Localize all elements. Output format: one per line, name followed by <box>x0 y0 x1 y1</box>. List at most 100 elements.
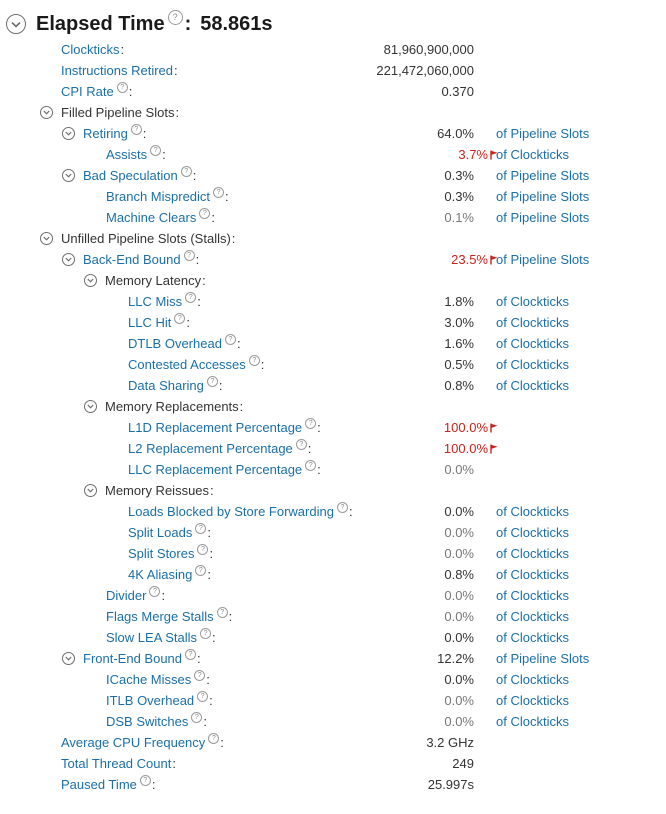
metric-link[interactable]: DTLB Overhead <box>128 336 222 351</box>
metric-link[interactable]: Slow LEA Stalls <box>106 630 198 645</box>
metric-unit-link[interactable]: of Pipeline Slots <box>496 252 590 267</box>
metric-link[interactable]: Contested Accesses <box>128 357 246 372</box>
help-icon[interactable]: ? <box>305 417 317 429</box>
expand-toggle-icon[interactable] <box>62 253 75 266</box>
help-icon[interactable]: ? <box>174 312 186 324</box>
metric-link[interactable]: 4K Aliasing <box>128 567 193 582</box>
help-icon[interactable]: ? <box>248 354 260 366</box>
help-icon[interactable]: ? <box>116 81 128 93</box>
metric-link[interactable]: Total Thread Count <box>61 756 172 771</box>
metric-value: 0.0% <box>444 693 474 708</box>
metric-unit-link[interactable]: of Clockticks <box>496 714 569 729</box>
metric-unit-link[interactable]: of Clockticks <box>496 588 569 603</box>
metric-unit-link[interactable]: of Clockticks <box>496 609 569 624</box>
metric-unit-link[interactable]: of Clockticks <box>496 693 569 708</box>
metric-link[interactable]: Assists <box>106 147 148 162</box>
metric-link[interactable]: Clockticks <box>61 42 120 57</box>
help-icon[interactable]: ? <box>195 522 207 534</box>
expand-toggle-icon[interactable] <box>62 169 75 182</box>
metric-link[interactable]: ITLB Overhead <box>106 693 195 708</box>
help-icon[interactable]: ? <box>185 291 197 303</box>
help-icon[interactable]: ? <box>216 606 228 618</box>
elapsed-time-value: 58.861s <box>200 12 273 35</box>
metric-unit-link[interactable]: of Pipeline Slots <box>496 651 590 666</box>
help-icon[interactable]: ? <box>197 543 209 555</box>
help-icon[interactable]: ? <box>150 144 162 156</box>
help-icon[interactable]: ? <box>191 711 203 723</box>
metric-row-memory-reissues: Memory Reissues: <box>0 480 666 501</box>
help-icon[interactable]: ? <box>200 627 212 639</box>
metric-link[interactable]: Bad Speculation <box>83 168 178 183</box>
metric-link[interactable]: Loads Blocked by Store Forwarding <box>128 504 334 519</box>
metric-link[interactable]: Average CPU Frequency <box>61 735 206 750</box>
metric-unit-link[interactable]: of Clockticks <box>496 504 569 519</box>
metric-link[interactable]: Split Stores <box>128 546 195 561</box>
metric-unit-link[interactable]: of Clockticks <box>496 315 569 330</box>
help-icon[interactable]: ? <box>130 123 142 135</box>
metric-link[interactable]: Retiring <box>83 126 128 141</box>
metric-unit-link[interactable]: of Pipeline Slots <box>496 189 590 204</box>
metric-link[interactable]: ICache Misses <box>106 672 192 687</box>
metric-row-cpi-rate: CPI Rate?: 0.370 <box>0 81 666 102</box>
metric-link[interactable]: Split Loads <box>128 525 193 540</box>
help-icon[interactable]: ? <box>180 165 192 177</box>
metric-link[interactable]: Back-End Bound <box>83 252 181 267</box>
metric-unit-link[interactable]: of Clockticks <box>496 630 569 645</box>
help-icon[interactable]: ? <box>295 438 307 450</box>
metric-unit-link[interactable]: of Clockticks <box>496 567 569 582</box>
help-icon[interactable]: ? <box>195 564 207 576</box>
help-icon[interactable]: ? <box>199 207 211 219</box>
help-icon[interactable]: ? <box>149 585 161 597</box>
help-icon[interactable]: ? <box>183 249 195 261</box>
expand-toggle-icon[interactable] <box>84 400 97 413</box>
metric-link[interactable]: Flags Merge Stalls <box>106 609 214 624</box>
label-colon: : <box>172 756 176 771</box>
metric-unit-link[interactable]: of Clockticks <box>496 546 569 561</box>
help-icon[interactable]: ? <box>206 375 218 387</box>
metric-link[interactable]: LLC Hit <box>128 315 172 330</box>
metric-link[interactable]: Machine Clears <box>106 210 197 225</box>
help-icon[interactable]: ? <box>194 669 206 681</box>
metric-link[interactable]: Instructions Retired <box>61 63 173 78</box>
metric-unit-link[interactable]: of Clockticks <box>496 294 569 309</box>
metric-unit-link[interactable]: of Pipeline Slots <box>496 168 590 183</box>
expand-toggle-icon[interactable] <box>62 127 75 140</box>
metric-link[interactable]: LLC Replacement Percentage <box>128 462 303 477</box>
expand-toggle-icon[interactable] <box>84 274 97 287</box>
metric-link[interactable]: LLC Miss <box>128 294 183 309</box>
metric-label: DSB Switches?: <box>106 711 207 732</box>
metric-unit-link[interactable]: of Clockticks <box>496 336 569 351</box>
expand-toggle-icon[interactable] <box>84 484 97 497</box>
metric-link[interactable]: CPI Rate <box>61 84 114 99</box>
collapse-toggle-icon[interactable] <box>6 14 26 34</box>
help-icon[interactable]: ? <box>185 648 197 660</box>
metric-link[interactable]: L2 Replacement Percentage <box>128 441 293 456</box>
metric-link[interactable]: Front-End Bound <box>83 651 183 666</box>
expand-toggle-icon[interactable] <box>62 652 75 665</box>
metric-unit-link[interactable]: of Pipeline Slots <box>496 210 590 225</box>
metric-link[interactable]: Paused Time <box>61 777 137 792</box>
help-icon[interactable]: ? <box>305 459 317 471</box>
metric-link[interactable]: Data Sharing <box>128 378 204 393</box>
expand-toggle-icon[interactable] <box>40 232 53 245</box>
metric-link[interactable]: Branch Mispredict <box>106 189 211 204</box>
metric-unit-link[interactable]: of Pipeline Slots <box>496 126 590 141</box>
metric-unit-link[interactable]: of Clockticks <box>496 378 569 393</box>
metric-link[interactable]: DSB Switches <box>106 714 189 729</box>
help-icon[interactable]: ? <box>336 501 348 513</box>
metric-unit-link[interactable]: of Clockticks <box>496 147 569 162</box>
help-icon[interactable]: ? <box>167 10 183 25</box>
help-icon[interactable]: ? <box>224 333 236 345</box>
metric-row-loads-blocked-by-store-forwarding: Loads Blocked by Store Forwarding?: 0.0% o… <box>0 501 666 522</box>
expand-toggle-icon[interactable] <box>40 106 53 119</box>
help-icon[interactable]: ? <box>208 732 220 744</box>
help-icon[interactable]: ? <box>213 186 225 198</box>
metric-unit-link[interactable]: of Clockticks <box>496 525 569 540</box>
metric-row-icache-misses: ICache Misses?: 0.0% of Clockticks <box>0 669 666 690</box>
help-icon[interactable]: ? <box>197 690 209 702</box>
metric-unit-link[interactable]: of Clockticks <box>496 357 569 372</box>
metric-link[interactable]: Divider <box>106 588 147 603</box>
metric-unit-link[interactable]: of Clockticks <box>496 672 569 687</box>
metric-link[interactable]: L1D Replacement Percentage <box>128 420 303 435</box>
help-icon[interactable]: ? <box>139 774 151 786</box>
